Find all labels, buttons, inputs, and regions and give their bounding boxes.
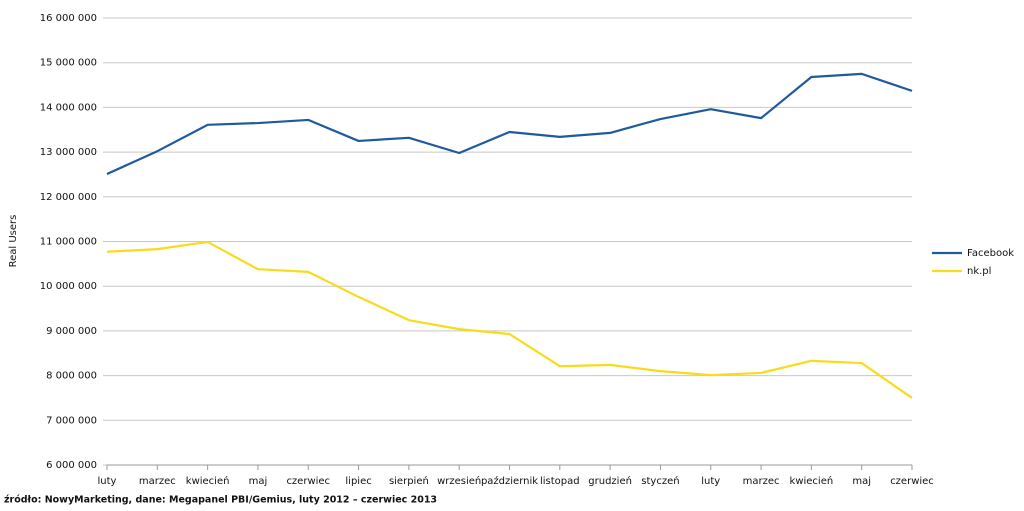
y-tick-label: 8 000 000 [46, 371, 97, 382]
x-tick-label: kwiecień [790, 475, 834, 487]
x-tick-label: październik [481, 475, 538, 487]
series-line [106, 72, 913, 176]
y-tick-label: 13 000 000 [40, 147, 97, 158]
legend-label: nk.pl [967, 266, 991, 277]
x-tick-label: listopad [540, 476, 580, 487]
y-axis-label: Real Users [8, 215, 19, 268]
y-tick-label: 14 000 000 [40, 102, 97, 113]
y-tick-label: 15 000 000 [40, 58, 97, 69]
x-tick-label: czerwiec [286, 476, 330, 487]
x-tick-label: czerwiec [890, 476, 934, 487]
legend-label: Facebook [967, 248, 1014, 259]
x-tick-label: styczeń [641, 475, 679, 487]
x-tick-label: kwiecień [186, 475, 230, 487]
x-tick-label: lipiec [345, 476, 371, 487]
source-note: źródło: NowyMarketing, dane: Megapanel P… [4, 495, 437, 506]
x-tick-label: marzec [743, 476, 780, 487]
x-tick-label: maj [852, 476, 871, 487]
y-tick-label: 16 000 000 [40, 13, 97, 24]
series-line [106, 240, 913, 399]
y-tick-label: 12 000 000 [40, 192, 97, 203]
y-tick-label: 11 000 000 [40, 237, 97, 248]
x-tick-label: grudzień [588, 475, 632, 487]
x-tick-label: luty [98, 476, 117, 487]
x-tick-label: marzec [139, 476, 176, 487]
x-tick-label: luty [701, 476, 720, 487]
y-tick-label: 6 000 000 [46, 460, 97, 471]
y-tick-label: 9 000 000 [46, 326, 97, 337]
y-tick-label: 10 000 000 [40, 281, 97, 292]
x-tick-label: sierpień [389, 475, 429, 487]
x-tick-label: maj [249, 476, 268, 487]
x-tick-label: wrzesień [437, 475, 481, 487]
y-tick-label: 7 000 000 [46, 415, 97, 426]
